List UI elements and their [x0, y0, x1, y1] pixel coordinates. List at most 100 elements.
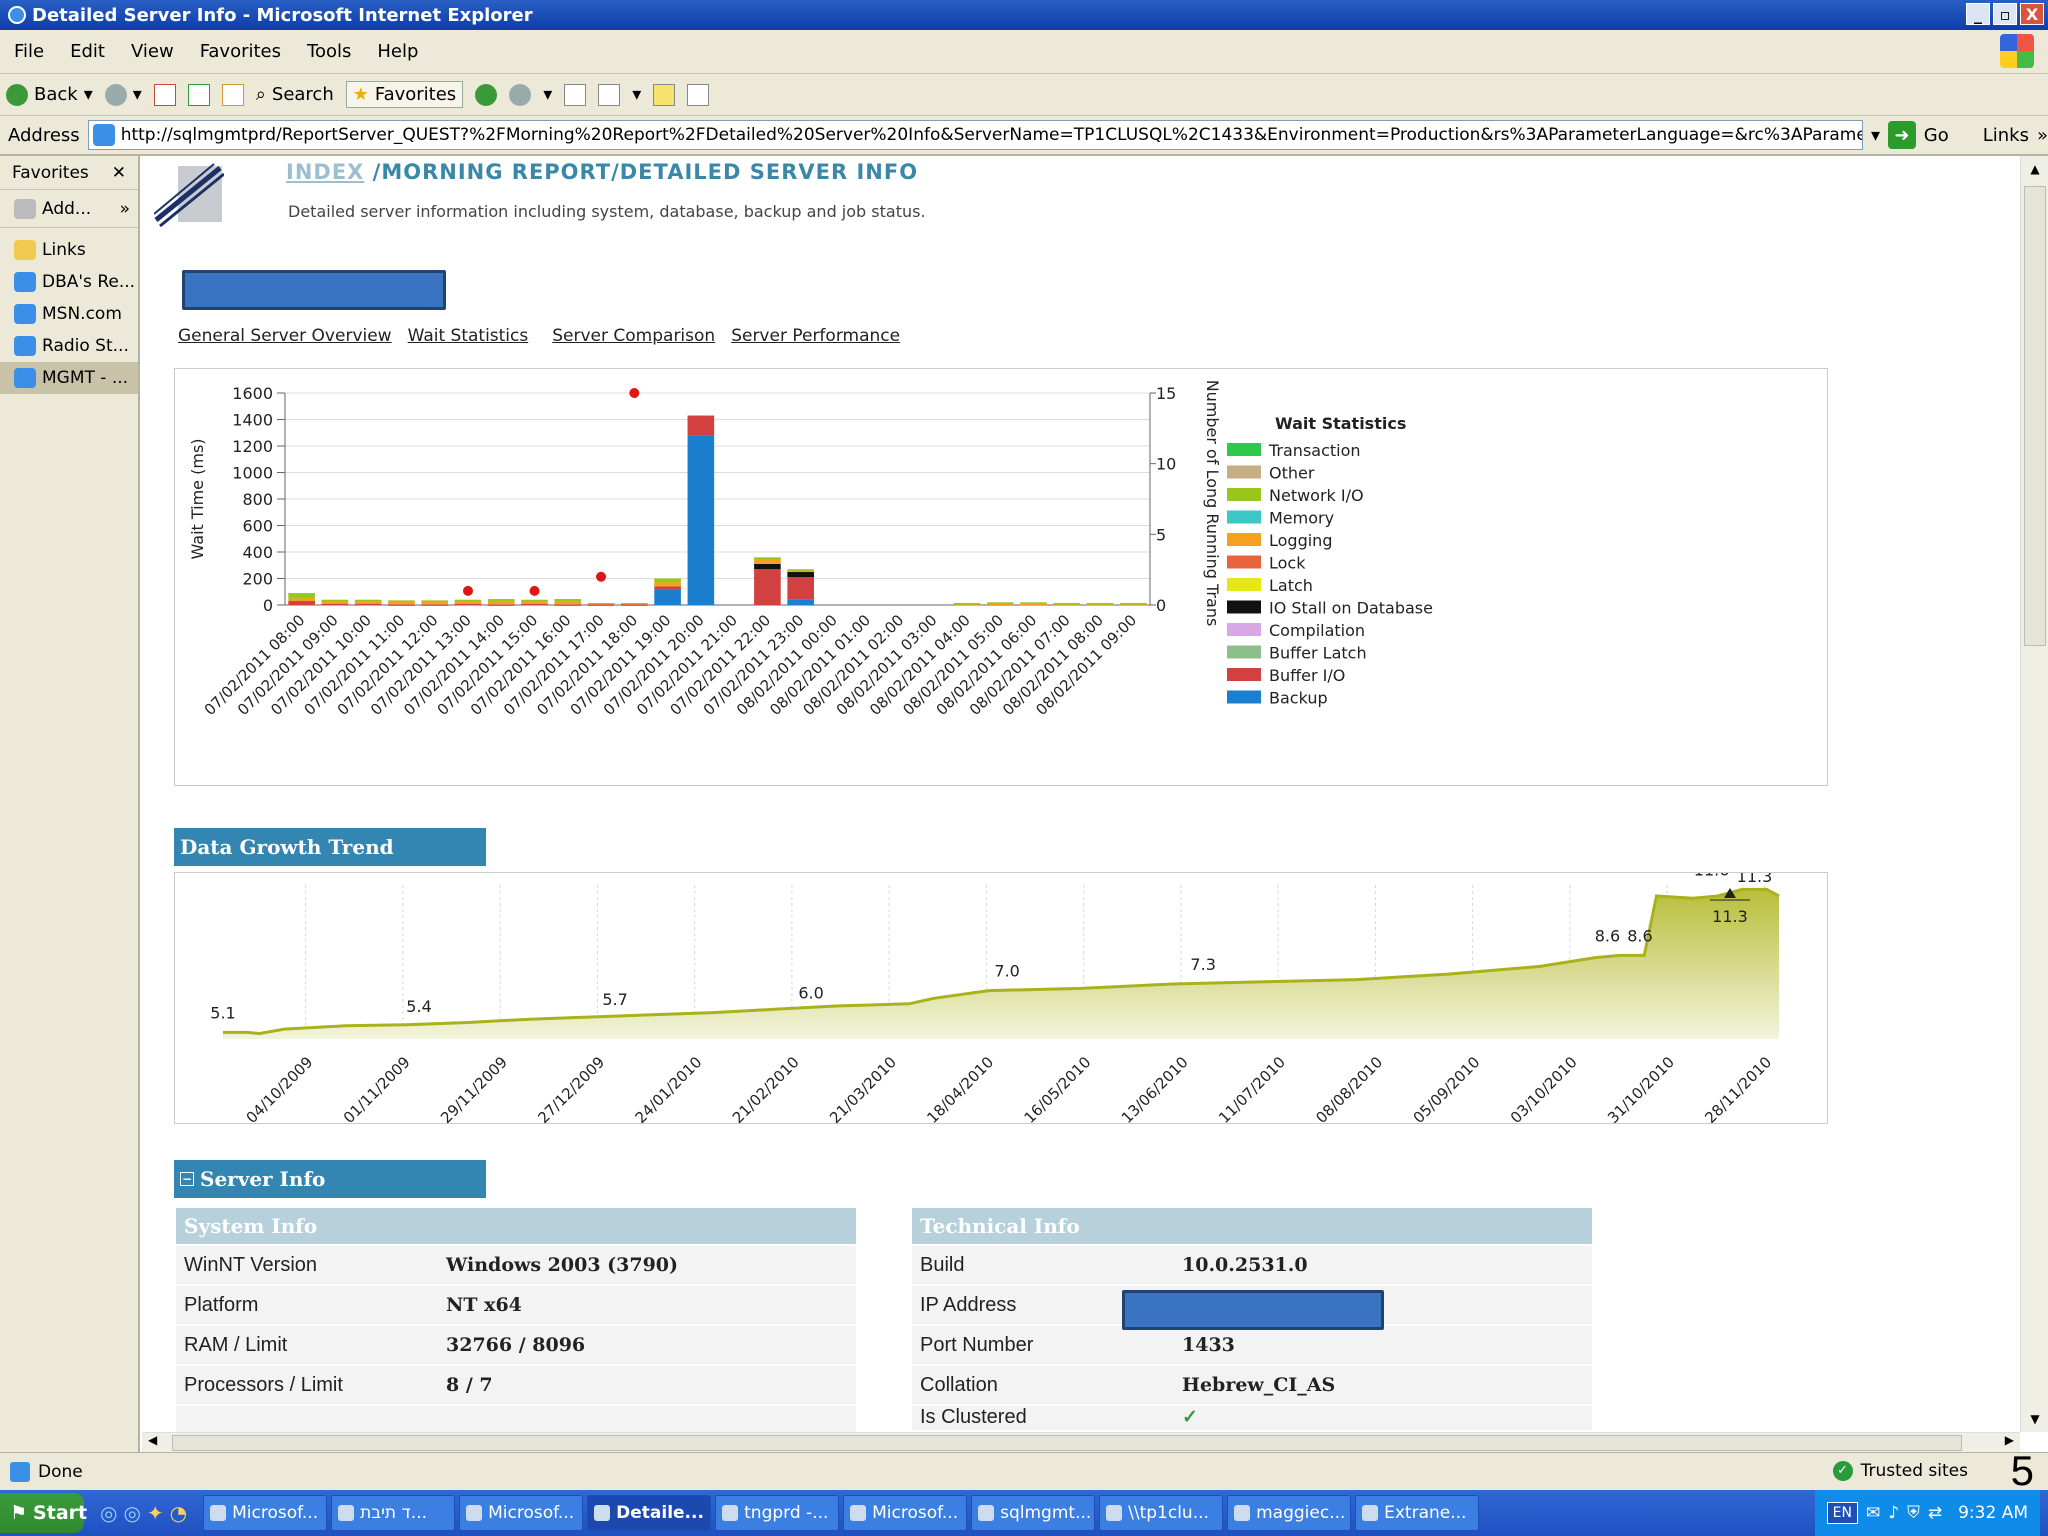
legend-swatch: [1227, 443, 1261, 456]
favorite-item[interactable]: MGMT - ...: [0, 362, 138, 394]
bar-segment: [654, 586, 681, 590]
shield-tray-icon[interactable]: ⛨: [1907, 1503, 1920, 1523]
notes-icon[interactable]: [653, 83, 676, 106]
y-tick-label: 0: [263, 596, 273, 615]
start-button[interactable]: ⚑ Start: [0, 1493, 87, 1533]
quicklaunch-outlook-icon[interactable]: ◔: [169, 1501, 188, 1525]
taskbar-button[interactable]: \\tp1clu...: [1099, 1495, 1224, 1531]
vertical-scrollbar[interactable]: ▲ ▼: [2020, 156, 2048, 1432]
favorites-add-button[interactable]: Add... »: [0, 190, 138, 228]
scroll-left-icon[interactable]: ◀: [148, 1433, 158, 1447]
minimize-button[interactable]: _: [1966, 3, 1990, 25]
search-button[interactable]: ⌕ Search: [256, 84, 334, 105]
taskbar-button[interactable]: Extrane...: [1355, 1495, 1480, 1531]
bar-segment: [554, 601, 582, 605]
taskbar-button[interactable]: maggiec...: [1227, 1495, 1352, 1531]
favorite-item[interactable]: DBA's Re...: [0, 266, 138, 298]
taskbar-button[interactable]: Microsof...: [843, 1495, 968, 1531]
refresh-icon[interactable]: [187, 83, 210, 106]
address-dropdown-icon[interactable]: ▾: [1870, 124, 1880, 146]
row-key: Processors / Limit: [184, 1373, 343, 1396]
network-tray-icon[interactable]: ⇄: [1927, 1503, 1943, 1523]
report-header: INDEX /MORNING REPORT/DETAILED SERVER IN…: [142, 156, 1042, 256]
server-info-header[interactable]: − Server Info: [174, 1160, 486, 1198]
collapse-toggle-icon[interactable]: −: [180, 1172, 194, 1186]
home-icon[interactable]: [221, 83, 244, 106]
chevron-icon[interactable]: »: [2036, 124, 2048, 146]
taskbar-button[interactable]: tngprd -...: [715, 1495, 840, 1531]
language-indicator[interactable]: EN: [1826, 1502, 1858, 1524]
bar-segment: [388, 601, 415, 605]
scroll-right-icon[interactable]: ▶: [2004, 1433, 2014, 1447]
tab-server-comparison[interactable]: Server Comparison: [552, 326, 716, 346]
go-arrow-icon[interactable]: ➜: [1888, 121, 1916, 149]
table-row: Processors / Limit 8 / 7: [176, 1366, 856, 1404]
data-label: 5.4: [406, 997, 431, 1016]
bar-segment: [654, 582, 681, 587]
stop-icon[interactable]: [153, 83, 176, 106]
table-row: WinNT Version Windows 2003 (3790): [176, 1246, 856, 1284]
restore-button[interactable]: ▫: [1993, 3, 2017, 25]
quicklaunch-ie2-icon[interactable]: ◎: [123, 1501, 141, 1525]
menu-edit[interactable]: Edit: [70, 41, 105, 62]
favorites-close-icon[interactable]: ✕: [111, 162, 126, 183]
menu-view[interactable]: View: [130, 41, 174, 62]
taskbar-button[interactable]: sqlmgmt...: [971, 1495, 1096, 1531]
taskbar-button[interactable]: Detaile...: [587, 1495, 712, 1531]
x-tick-label: 05/09/2010: [1410, 1053, 1484, 1125]
clustered-check-icon: ✓: [1182, 1406, 1198, 1428]
favorite-item[interactable]: Links: [0, 234, 138, 266]
close-button[interactable]: X: [2020, 3, 2044, 25]
links-button[interactable]: Links: [1982, 124, 2029, 146]
favorites-panel: Favorites ✕ Add... » Links DBA's Re... M…: [0, 156, 140, 1452]
horizontal-scrollbar[interactable]: ◀ ▶: [142, 1432, 2020, 1452]
menu-file[interactable]: File: [14, 41, 45, 62]
scroll-thumb[interactable]: [2024, 186, 2046, 646]
index-link[interactable]: INDEX: [286, 160, 365, 184]
app-icon: [338, 1505, 355, 1521]
back-button[interactable]: Back ▾: [6, 83, 93, 106]
legend-title: Wait Statistics: [1275, 414, 1406, 433]
edit-icon[interactable]: [598, 83, 621, 106]
address-input[interactable]: http://sqlmgmtprd/ReportServer_QUEST?%2F…: [87, 120, 1863, 150]
check-icon: ✓: [1832, 1461, 1853, 1481]
y2-tick-label: 0: [1156, 596, 1166, 615]
scroll-up-icon[interactable]: ▲: [2030, 162, 2040, 176]
legend-label: Buffer Latch: [1269, 644, 1367, 663]
favorite-item[interactable]: MSN.com: [0, 298, 138, 330]
legend-swatch: [1227, 465, 1261, 479]
data-label: 8.6: [1627, 926, 1652, 945]
table-row: IP Address: [912, 1286, 1592, 1330]
tab-server-performance[interactable]: Server Performance: [731, 326, 901, 346]
favorite-item[interactable]: Radio St...: [0, 330, 138, 362]
window-title: Detailed Server Info - Microsoft Interne…: [32, 4, 533, 26]
tab-wait-statistics[interactable]: Wait Statistics: [407, 326, 529, 346]
print-icon[interactable]: [564, 83, 587, 106]
go-button[interactable]: Go: [1923, 124, 1949, 146]
scroll-thumb[interactable]: [172, 1435, 1962, 1451]
search-icon: ⌕: [255, 84, 266, 105]
quicklaunch-app-icon[interactable]: ✦: [146, 1501, 164, 1525]
forward-button[interactable]: ▾: [104, 83, 142, 106]
taskbar-button[interactable]: ד תיבת...: [331, 1495, 456, 1531]
quicklaunch-ie-icon[interactable]: ◎: [100, 1501, 118, 1525]
menu-tools[interactable]: Tools: [307, 41, 352, 62]
favorites-button[interactable]: ★ Favorites: [345, 81, 464, 108]
star-icon: ★: [352, 84, 369, 105]
scroll-down-icon[interactable]: ▼: [2030, 1412, 2040, 1426]
messenger-icon[interactable]: [687, 83, 710, 106]
taskbar-button[interactable]: Microsof...: [203, 1495, 328, 1531]
x-tick-label: 03/10/2010: [1507, 1053, 1581, 1125]
menu-help[interactable]: Help: [377, 41, 419, 62]
app-icon: [594, 1505, 611, 1521]
bar-segment: [654, 578, 681, 583]
volume-tray-icon[interactable]: ♪: [1888, 1503, 1900, 1523]
menu-favorites[interactable]: Favorites: [199, 41, 282, 62]
bar-segment: [354, 601, 382, 604]
mail-icon[interactable]: [509, 83, 532, 106]
history-icon[interactable]: [475, 83, 498, 106]
status-text: Done: [38, 1461, 83, 1482]
tab-general-server-overview[interactable]: General Server Overview: [178, 326, 392, 346]
mail-tray-icon[interactable]: ✉: [1866, 1503, 1881, 1523]
taskbar-button[interactable]: Microsof...: [459, 1495, 584, 1531]
